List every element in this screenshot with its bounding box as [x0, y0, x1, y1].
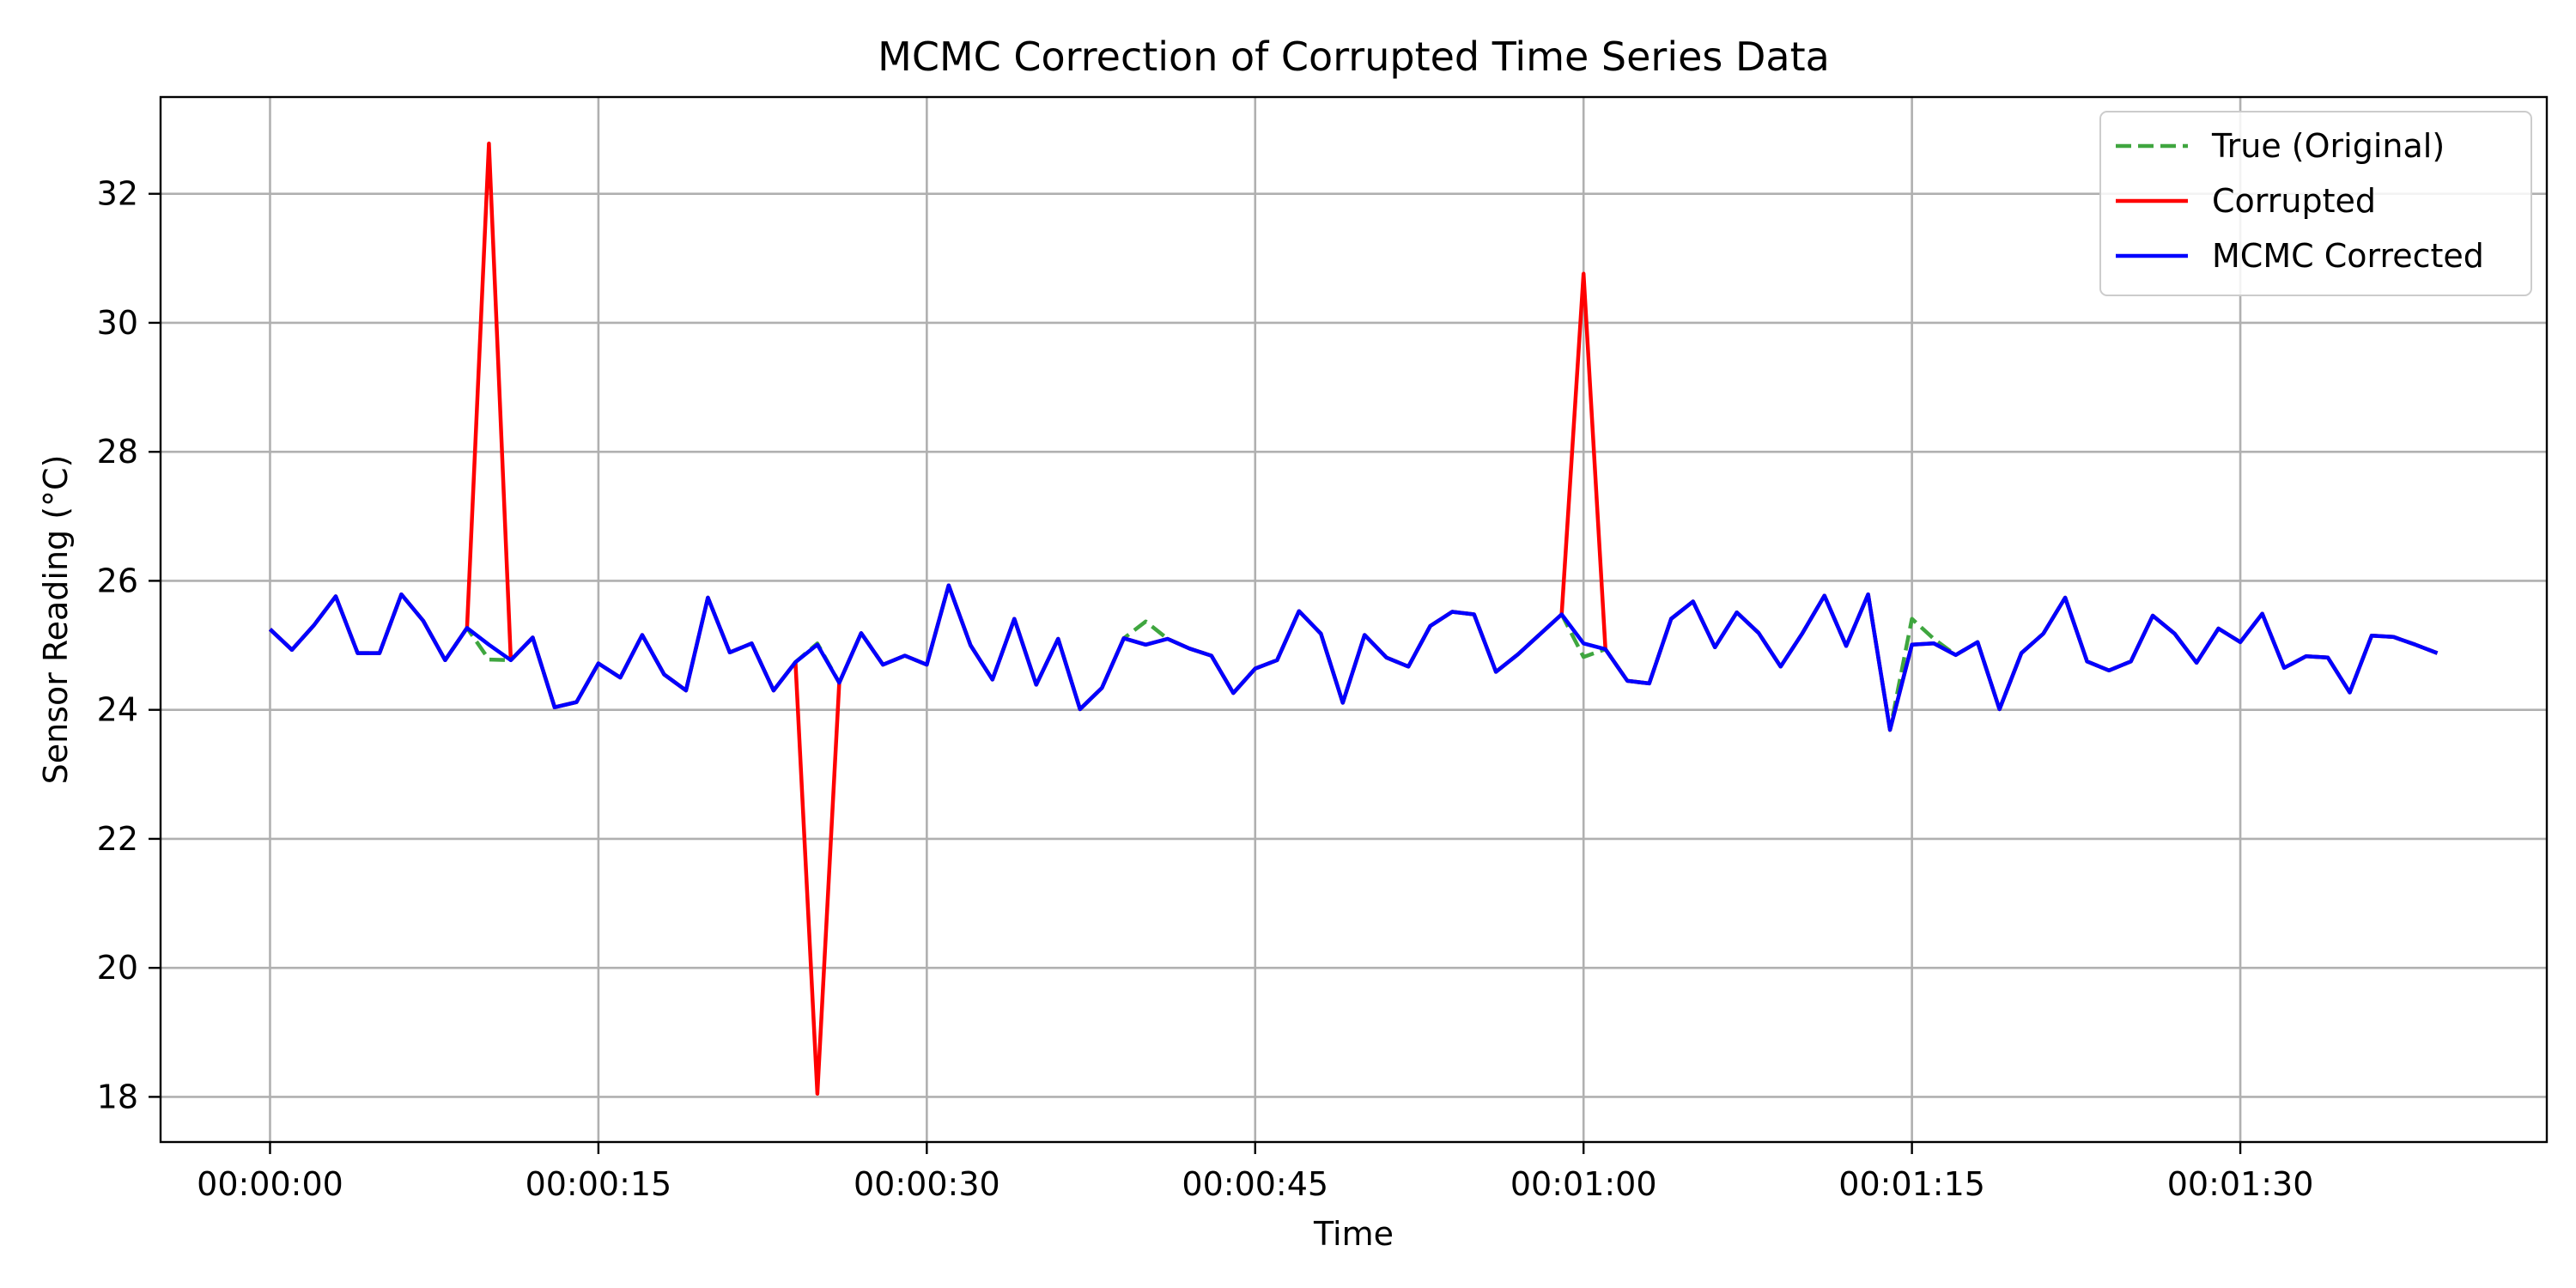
series-line-mcmc-corrected [268, 583, 2439, 732]
chart-title: MCMC Correction of Corrupted Time Series… [878, 33, 1830, 80]
x-tick-label: 00:00:00 [197, 1165, 343, 1203]
y-tick-label: 28 [97, 433, 138, 471]
y-tick-label: 20 [97, 949, 138, 987]
y-tick-label: 18 [97, 1078, 138, 1115]
x-tick-label: 00:01:30 [2167, 1165, 2314, 1203]
x-tick-label: 00:01:15 [1838, 1165, 1985, 1203]
x-tick-label: 00:01:00 [1510, 1165, 1657, 1203]
grid [161, 97, 2547, 1142]
legend-label: MCMC Corrected [2212, 237, 2484, 275]
legend-box [2099, 111, 2532, 296]
plot-frame [159, 95, 2549, 1144]
series-lines [268, 141, 2439, 1096]
axis-ticks: 00:00:00 00:00:15 00:00:30 00:00:45 00:01:00… [97, 175, 2314, 1203]
x-axis-title: Time [1313, 1215, 1394, 1253]
y-tick-label: 32 [97, 175, 138, 213]
x-tick-label: 00:00:30 [854, 1165, 1000, 1203]
y-tick-label: 30 [97, 304, 138, 342]
legend-label: True (Original) [2211, 127, 2445, 165]
y-tick-label: 26 [97, 562, 138, 599]
y-tick-label: 24 [97, 691, 138, 729]
y-tick-label: 22 [97, 820, 138, 858]
y-axis-title: Sensor Reading (°C) [37, 455, 75, 785]
x-tick-label: 00:00:45 [1182, 1165, 1328, 1203]
legend-label: Corrupted [2212, 182, 2376, 220]
x-tick-label: 00:00:15 [526, 1165, 672, 1203]
legend: True (Original) Corrupted MCMC Corrected [2099, 111, 2532, 296]
